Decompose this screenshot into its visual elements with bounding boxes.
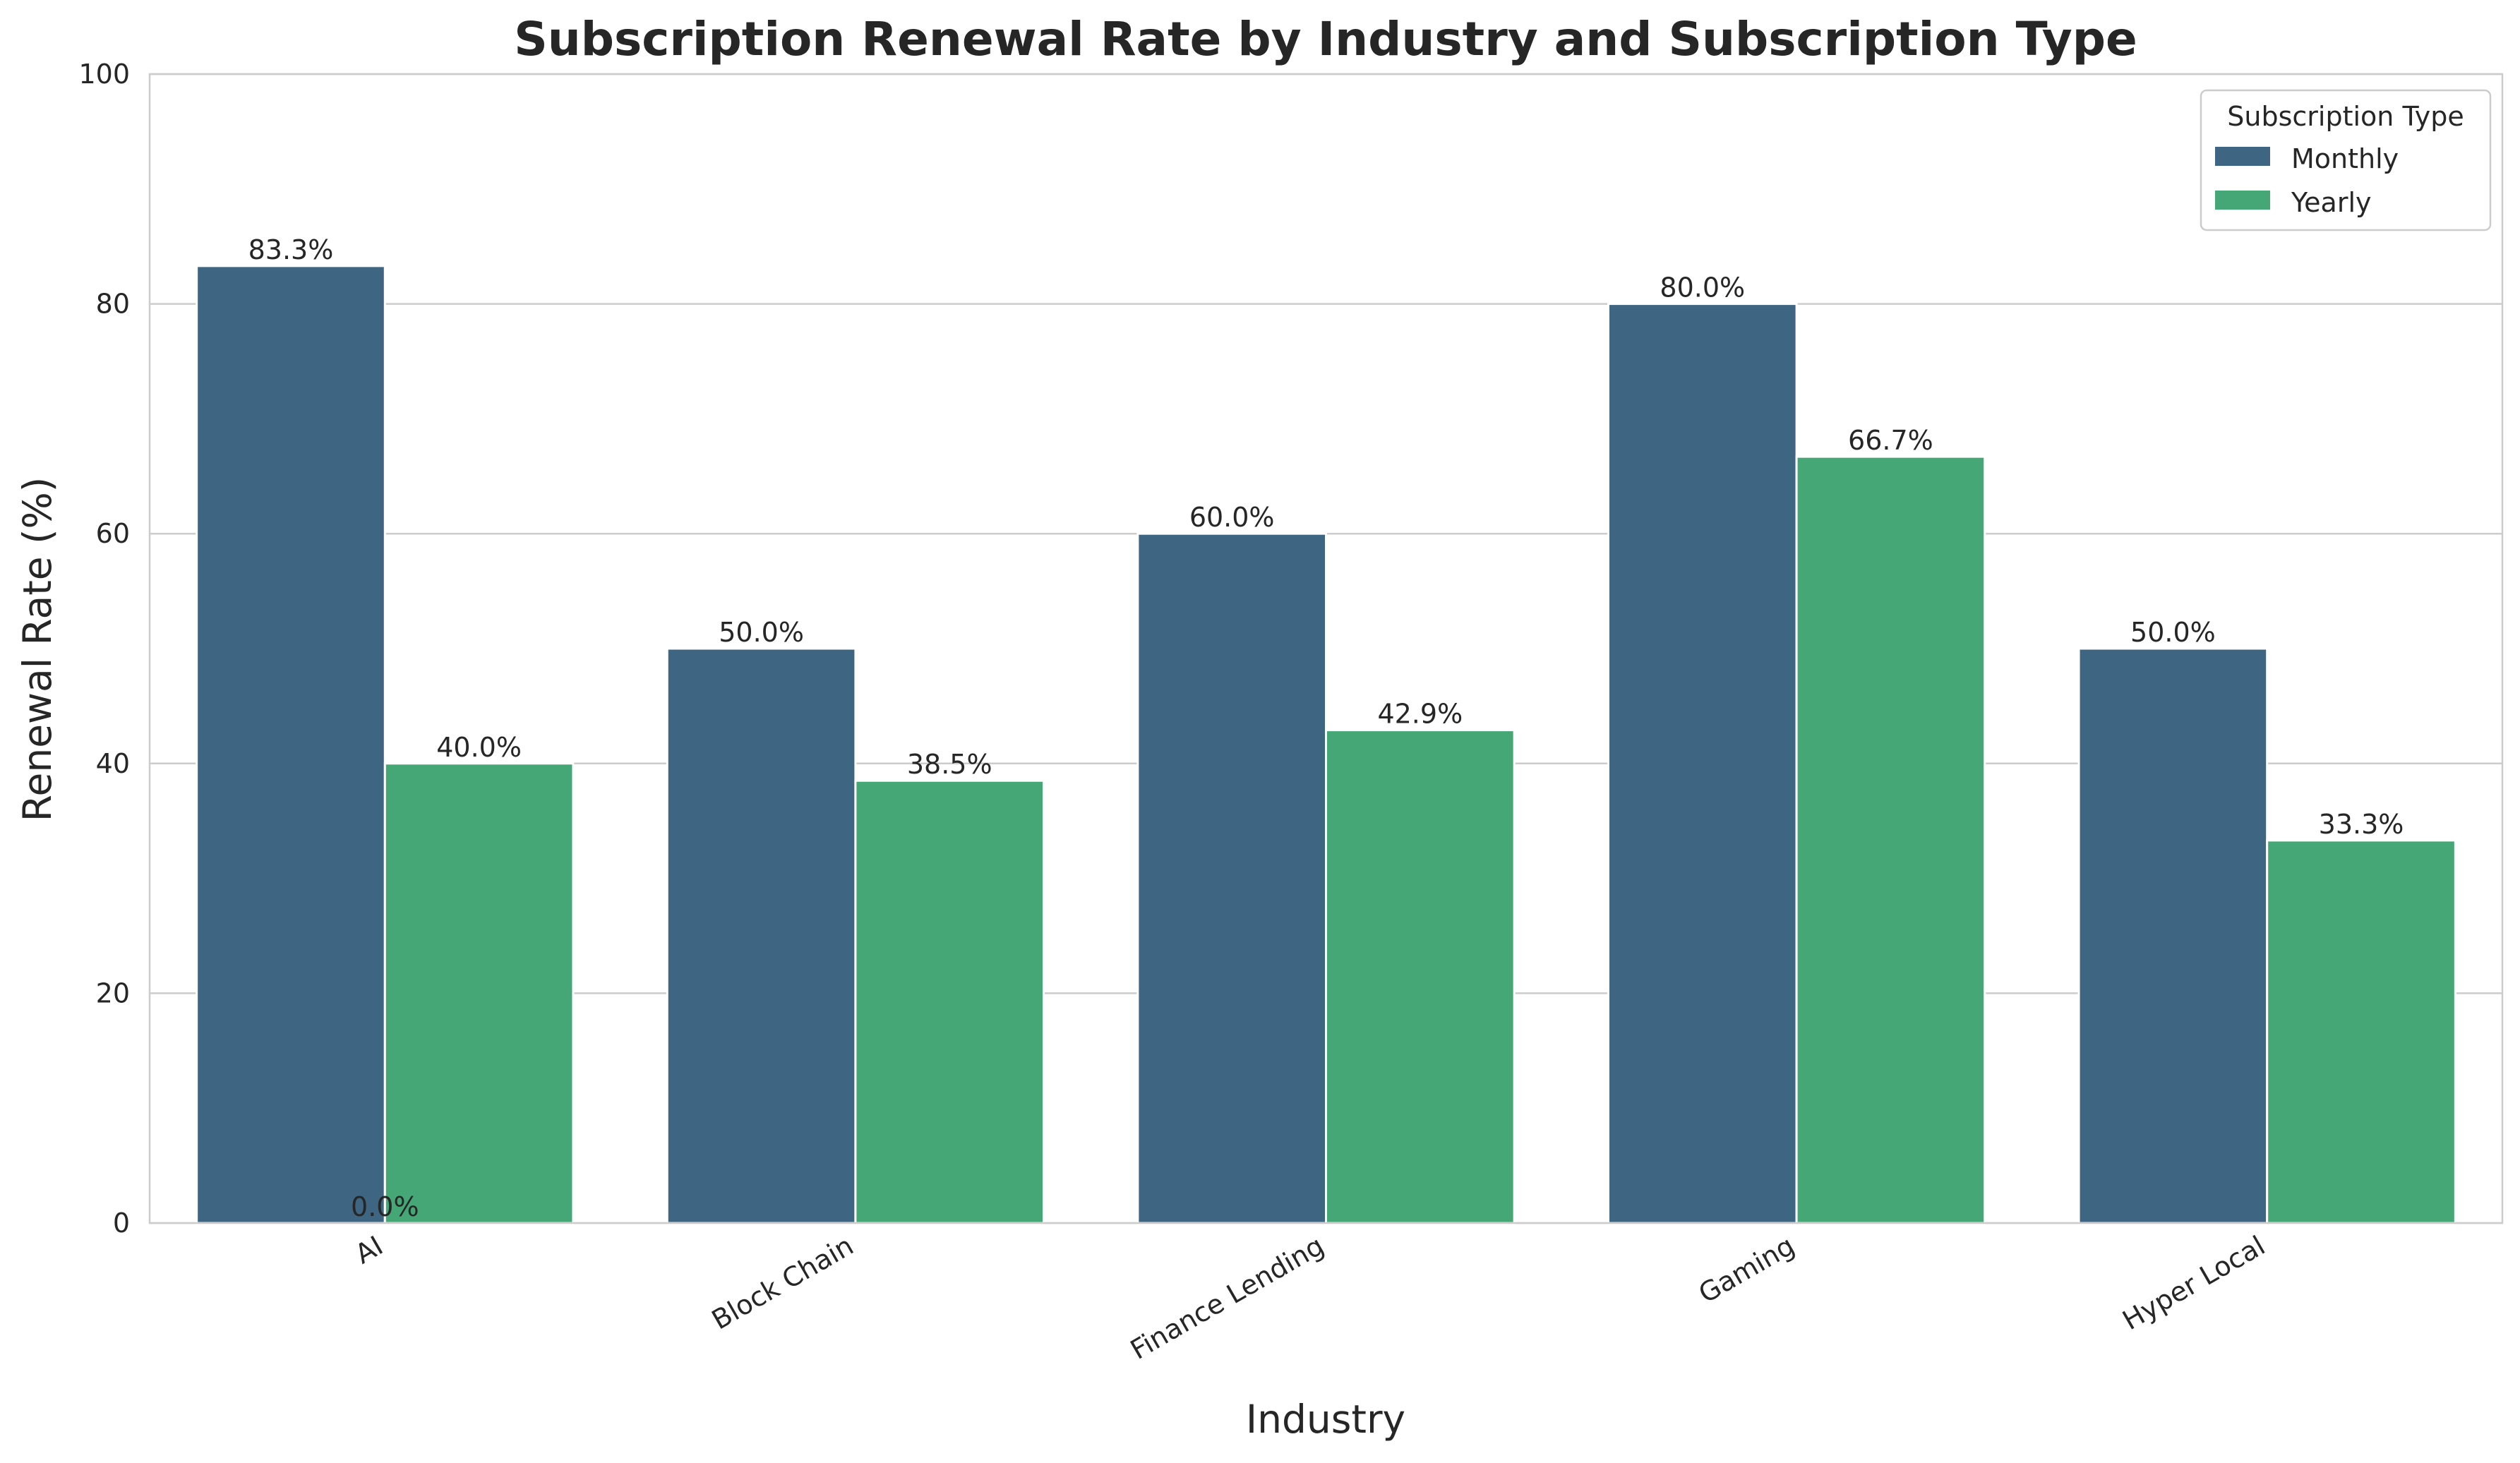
legend-label-yearly: Yearly xyxy=(2291,187,2372,218)
legend-box xyxy=(2200,89,2492,231)
data-label-yearly: 66.7% xyxy=(1848,425,1933,456)
bar-monthly xyxy=(666,647,857,1224)
bar-yearly xyxy=(1795,455,1986,1224)
chart-title: Subscription Renewal Rate by Industry an… xyxy=(514,12,2137,66)
data-label-yearly: 42.9% xyxy=(1377,699,1463,730)
data-label-extra: 0.0% xyxy=(351,1191,419,1222)
data-label-monthly: 83.3% xyxy=(248,234,334,265)
y-axis-ticks: 0 20 40 60 80 100 xyxy=(78,59,130,1239)
data-label-monthly: 50.0% xyxy=(719,617,804,648)
bar-yearly xyxy=(854,779,1045,1224)
legend-label-monthly: Monthly xyxy=(2291,143,2399,174)
bar-monthly xyxy=(1607,303,1798,1224)
bars xyxy=(196,265,2456,1224)
legend-title: Subscription Type xyxy=(2227,101,2464,132)
data-label-monthly: 60.0% xyxy=(1189,502,1275,533)
bar-yearly xyxy=(1325,729,1516,1224)
data-label-yearly: 33.3% xyxy=(2319,809,2404,840)
y-axis-label: Renewal Rate (%) xyxy=(15,477,60,822)
data-labels: 83.3% 40.0% 50.0% 38.5% 60.0% 42.9% 80.0% 66.7%… xyxy=(248,234,2404,1222)
y-tick-label: 100 xyxy=(78,59,130,90)
legend: Subscription Type Monthly Yearly xyxy=(2200,89,2492,231)
plot-frame xyxy=(148,73,2504,1224)
bar-yearly xyxy=(2266,839,2456,1224)
bar-monthly xyxy=(196,265,386,1224)
data-label-yearly: 38.5% xyxy=(907,749,992,780)
y-tick-label: 60 xyxy=(96,518,130,549)
legend-swatch-monthly xyxy=(2215,147,2270,166)
y-tick-label: 20 xyxy=(96,977,130,1009)
legend-swatch-yearly xyxy=(2215,191,2270,210)
y-tick-label: 0 xyxy=(113,1208,130,1239)
data-label-monthly: 80.0% xyxy=(1660,272,1745,303)
bar-yearly xyxy=(383,762,575,1224)
bar-monthly xyxy=(1136,532,1327,1224)
bar-monthly xyxy=(2077,647,2269,1224)
y-tick-label: 40 xyxy=(96,748,130,779)
data-label-monthly: 50.0% xyxy=(2130,617,2216,648)
x-axis-label: Industry xyxy=(1246,1397,1405,1442)
data-label-yearly: 40.0% xyxy=(436,732,522,763)
y-tick-label: 80 xyxy=(96,289,130,320)
